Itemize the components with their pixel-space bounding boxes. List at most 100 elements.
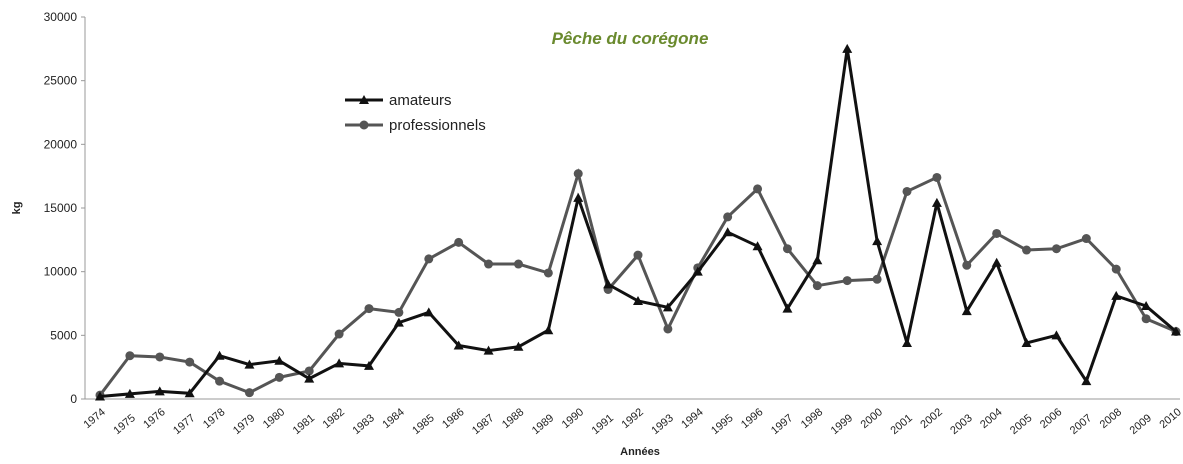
marker <box>125 351 135 361</box>
y-tick-label: 15000 <box>44 201 78 215</box>
marker <box>573 169 583 179</box>
marker <box>304 373 315 383</box>
x-tick-label: 1996 <box>739 406 765 431</box>
y-tick-label: 20000 <box>44 137 78 151</box>
x-tick-label: 2007 <box>1068 412 1094 437</box>
marker <box>932 172 942 182</box>
x-tick-label: 2006 <box>1038 406 1064 431</box>
marker <box>782 303 793 313</box>
marker <box>752 241 763 251</box>
x-tick-label: 1975 <box>111 412 137 437</box>
y-axis-label: kg <box>11 202 23 215</box>
y-tick-label: 25000 <box>44 74 78 88</box>
x-tick-label: 1994 <box>679 406 705 431</box>
marker <box>992 228 1002 238</box>
marker <box>454 237 464 247</box>
marker <box>155 352 165 362</box>
marker <box>1051 244 1061 254</box>
marker <box>663 324 673 334</box>
marker <box>1021 337 1032 347</box>
x-tick-label: 1990 <box>560 406 586 431</box>
x-tick-label: 1981 <box>291 412 317 437</box>
x-tick-label: 1987 <box>470 412 496 437</box>
marker <box>1081 234 1091 244</box>
x-tick-label: 1991 <box>590 412 616 437</box>
marker <box>842 43 853 53</box>
marker <box>124 388 135 398</box>
x-tick-label: 2004 <box>978 406 1004 431</box>
x-tick-label: 1993 <box>649 412 675 437</box>
marker <box>753 184 763 194</box>
x-tick-label: 1989 <box>530 412 556 437</box>
marker <box>633 295 643 305</box>
marker <box>962 260 972 270</box>
x-tick-label: 1995 <box>709 412 735 437</box>
marker <box>394 307 404 317</box>
x-tick-label: 1982 <box>321 406 347 431</box>
marker <box>244 359 255 369</box>
x-tick-label: 1986 <box>440 406 466 431</box>
marker <box>513 259 523 269</box>
marker <box>1141 314 1151 324</box>
x-tick-label: 1979 <box>231 412 257 437</box>
x-tick-label: 1999 <box>829 412 855 437</box>
marker <box>692 266 703 276</box>
marker <box>812 255 823 265</box>
marker <box>1171 326 1181 336</box>
x-tick-label: 2003 <box>948 412 974 437</box>
marker <box>991 257 1002 267</box>
y-tick-label: 30000 <box>44 10 78 24</box>
marker <box>543 268 553 278</box>
marker <box>543 325 554 335</box>
x-axis-label: Années <box>620 446 660 458</box>
marker <box>1141 301 1152 311</box>
x-tick-label: 2005 <box>1008 412 1034 437</box>
marker <box>304 366 314 376</box>
legend-marker <box>359 120 369 130</box>
marker <box>453 340 464 350</box>
x-tick-label: 1978 <box>201 406 227 431</box>
x-tick-label: 1977 <box>171 412 197 437</box>
legend-label: amateurs <box>389 92 452 109</box>
x-tick-label: 1997 <box>769 412 795 437</box>
x-tick-label: 1985 <box>410 412 436 437</box>
marker <box>483 345 494 355</box>
marker <box>812 281 822 291</box>
marker <box>154 386 165 396</box>
marker <box>842 276 852 286</box>
x-tick-label: 1980 <box>261 406 287 431</box>
marker <box>662 302 673 312</box>
marker <box>1022 245 1032 255</box>
marker <box>872 274 882 284</box>
x-tick-label: 1976 <box>141 406 167 431</box>
marker <box>782 244 792 254</box>
x-tick-label: 2010 <box>1157 406 1183 431</box>
chart-title: Pêche du corégone <box>552 29 709 48</box>
marker <box>185 357 195 367</box>
marker <box>393 317 404 327</box>
legend-label: professionnels <box>389 117 486 134</box>
marker <box>424 254 434 264</box>
marker <box>364 304 374 314</box>
legend-marker <box>359 95 369 104</box>
marker <box>961 306 972 316</box>
marker <box>723 212 733 222</box>
marker <box>902 186 912 196</box>
x-tick-label: 1992 <box>619 406 645 431</box>
x-tick-label: 2008 <box>1098 406 1124 431</box>
y-tick-label: 10000 <box>44 265 78 279</box>
marker <box>633 250 643 260</box>
marker <box>215 376 225 386</box>
x-tick-label: 1983 <box>350 412 376 437</box>
y-tick-label: 0 <box>70 392 77 406</box>
marker <box>931 197 942 207</box>
marker <box>214 350 225 360</box>
marker <box>1111 264 1121 274</box>
x-tick-label: 1984 <box>380 406 406 431</box>
marker <box>364 360 374 370</box>
marker <box>1111 290 1122 300</box>
marker <box>334 329 344 339</box>
marker <box>722 227 733 237</box>
x-tick-label: 2001 <box>888 412 914 437</box>
